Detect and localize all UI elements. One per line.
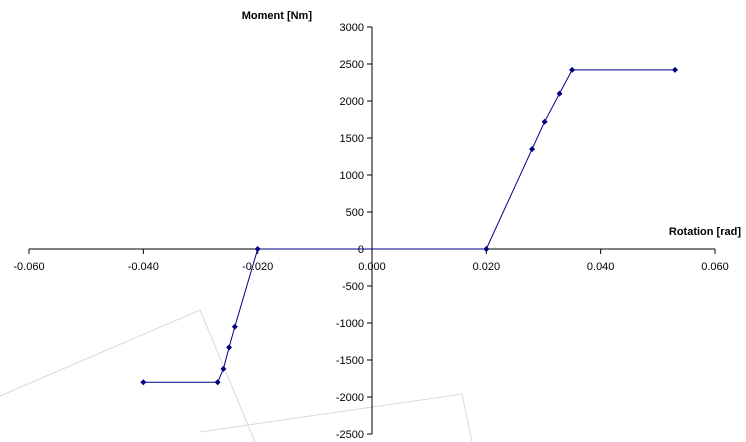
- y-tick-label: -2500: [336, 429, 364, 441]
- x-tick-label: 0.020: [473, 261, 501, 273]
- data-point: [226, 344, 233, 351]
- axes: -0.060 -0.040 -0.020 0.000 0.020 0.040 0.060 30…: [13, 22, 728, 441]
- data-point: [529, 146, 536, 153]
- y-tick-label: 500: [346, 207, 364, 219]
- x-tick-label: -0.020: [242, 261, 273, 273]
- plot-area: [140, 66, 678, 386]
- data-point: [483, 246, 490, 252]
- y-tick-label: 3000: [340, 22, 364, 34]
- y-tick-label: -500: [342, 281, 364, 293]
- data-point: [569, 66, 576, 73]
- data-point: [231, 323, 238, 330]
- series-line: [143, 69, 675, 383]
- x-tick-label: 0.060: [701, 261, 729, 273]
- data-point: [556, 90, 563, 97]
- x-axis-label: Rotation [rad]: [669, 226, 741, 238]
- y-tick-label: 1000: [340, 170, 364, 182]
- data-point: [254, 246, 261, 252]
- y-tick-label: 1500: [340, 133, 364, 145]
- data-point: [214, 379, 221, 386]
- data-point: [541, 118, 548, 125]
- y-tick-label: -1000: [336, 318, 364, 330]
- y-axis-label: Moment [Nm]: [242, 10, 313, 22]
- x-tick-label: -0.040: [128, 261, 159, 273]
- y-tick-label: -2000: [336, 392, 364, 404]
- y-tick-label: 2500: [340, 59, 364, 71]
- x-tick-label: 0.040: [587, 261, 615, 273]
- y-tick-label: 0: [358, 244, 364, 256]
- data-point: [140, 379, 147, 386]
- data-point: [671, 66, 678, 73]
- x-tick-label: 0.000: [358, 261, 386, 273]
- x-tick-label: -0.060: [13, 261, 44, 273]
- data-point: [220, 365, 227, 372]
- background-artifact: [0, 309, 473, 442]
- y-tick-label: -1500: [336, 355, 364, 367]
- y-tick-label: 2000: [340, 96, 364, 108]
